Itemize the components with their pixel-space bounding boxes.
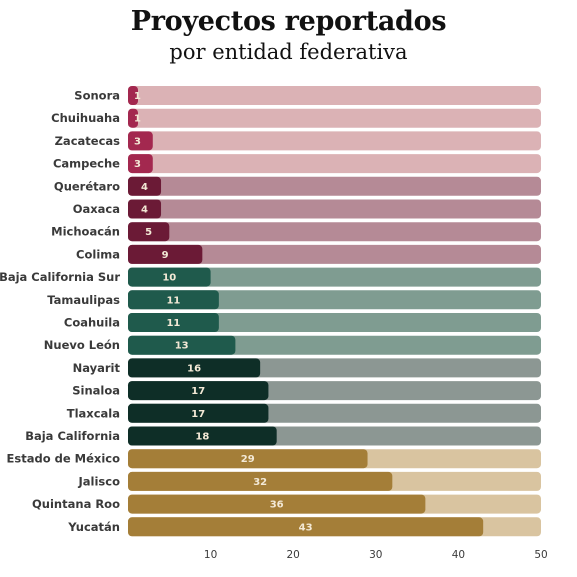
x-tick-label: 50 — [534, 549, 547, 561]
bar — [128, 131, 153, 151]
bar — [128, 471, 393, 491]
category-label: Colima — [76, 247, 120, 261]
category-label: Querétaro — [54, 179, 120, 193]
bar — [128, 290, 219, 310]
data-label: 18 — [195, 432, 209, 443]
bar — [128, 154, 153, 174]
category-label: Estado de México — [7, 452, 121, 466]
category-label: Coahuila — [64, 316, 120, 330]
data-label: 13 — [175, 341, 189, 352]
data-label: 32 — [253, 477, 267, 488]
x-tick-label: 10 — [204, 549, 217, 561]
category-label: Baja California Sur — [0, 270, 120, 284]
category-label: Michoacán — [51, 225, 120, 239]
bar-track — [128, 290, 541, 310]
data-label: 29 — [241, 454, 255, 465]
category-label: Yucatán — [67, 520, 120, 534]
data-label: 11 — [166, 295, 180, 306]
data-label: 3 — [134, 136, 141, 147]
data-label: 10 — [162, 273, 176, 284]
category-label: Oaxaca — [73, 202, 120, 216]
category-label: Sonora — [74, 89, 120, 103]
bar — [128, 403, 269, 423]
data-label: 9 — [162, 250, 169, 261]
category-label: Quintana Roo — [32, 497, 120, 511]
bar-track — [128, 313, 541, 332]
bar-track — [128, 267, 541, 287]
data-label: 1 — [134, 114, 141, 125]
x-tick-label: 40 — [452, 549, 465, 561]
chart-subtitle: por entidad federativa — [169, 40, 408, 64]
bar-track — [128, 131, 541, 151]
bar — [128, 426, 277, 446]
data-label: 43 — [299, 522, 313, 533]
data-label: 4 — [141, 182, 148, 193]
chart-title: Proyectos reportados — [130, 6, 447, 37]
bar — [128, 335, 236, 355]
bar — [128, 199, 162, 219]
x-tick-label: 30 — [369, 549, 382, 561]
bar — [128, 86, 138, 105]
category-label: Sinaloa — [72, 384, 120, 398]
data-label: 16 — [187, 363, 201, 374]
bar — [128, 313, 219, 332]
category-label: Tlaxcala — [67, 406, 120, 420]
data-label: 36 — [270, 500, 284, 511]
x-tick-label: 20 — [287, 549, 300, 561]
bar — [128, 358, 261, 378]
bar-track — [128, 86, 541, 105]
bar — [128, 176, 162, 196]
category-label: Baja California — [25, 429, 120, 443]
bar — [128, 494, 426, 514]
data-label: 17 — [191, 386, 205, 397]
data-label: 3 — [134, 159, 141, 170]
category-label: Chuihuaha — [51, 111, 120, 125]
category-label: Nayarit — [73, 361, 121, 375]
bar — [128, 517, 484, 537]
category-label: Tamaulipas — [47, 293, 120, 307]
data-label: 1 — [134, 91, 141, 102]
bar-track — [128, 199, 541, 219]
data-label: 11 — [166, 318, 180, 329]
data-label: 4 — [141, 205, 148, 216]
category-label: Campeche — [53, 157, 120, 171]
category-label: Nuevo León — [44, 338, 120, 352]
bar — [128, 222, 170, 242]
bar — [128, 267, 211, 287]
bar-track — [128, 244, 541, 264]
bar-track — [128, 222, 541, 242]
category-label: Jalisco — [78, 474, 121, 488]
bar-track — [128, 108, 541, 128]
bar — [128, 108, 138, 128]
data-label: 17 — [191, 409, 205, 420]
bar-track — [128, 154, 541, 174]
bar — [128, 381, 269, 401]
bar — [128, 449, 368, 469]
data-label: 5 — [145, 227, 152, 238]
bar — [128, 244, 203, 264]
bar-track — [128, 176, 541, 196]
category-label: Zacatecas — [55, 134, 121, 148]
